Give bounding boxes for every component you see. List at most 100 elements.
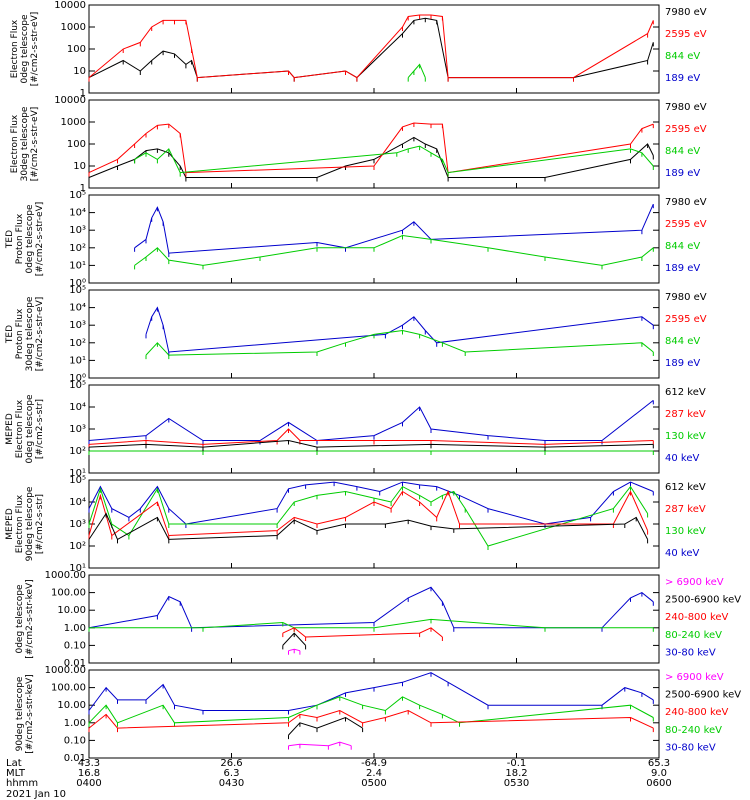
- y-tick-label: 10⁰: [69, 278, 86, 289]
- legend-entry: 130 keV: [665, 431, 706, 442]
- series-line-40-kev: [88, 481, 654, 525]
- y-tick-label: 1000.00: [45, 570, 86, 581]
- panel-frame: [88, 99, 660, 189]
- y-axis-label: [#/cm2-s-str-keV]: [25, 674, 35, 753]
- y-tick-label: 10000: [54, 0, 86, 11]
- y-axis-label: [#/cm2-s-str-eV]: [30, 107, 40, 182]
- y-axis-label: [#/cm2-s-str-keV]: [25, 579, 35, 658]
- series-line-80-240-kev: [89, 618, 654, 629]
- series-line-189-ev: [134, 203, 654, 254]
- y-tick-label: 1.00: [64, 623, 86, 634]
- y-tick-label: 10²: [69, 338, 86, 349]
- y-tick-label: 10³: [69, 424, 86, 435]
- y-tick-label: 0.01: [64, 753, 86, 764]
- panel-frame: [88, 669, 660, 759]
- y-axis-label: 30deg telescope: [25, 296, 35, 371]
- y-axis-label: TED: [5, 325, 15, 344]
- legend-entry: 189 eV: [665, 358, 700, 369]
- y-tick-label: 10⁰: [69, 373, 86, 384]
- legend-entry: 2595 eV: [665, 124, 707, 135]
- legend-entry: 844 eV: [665, 241, 700, 252]
- legend-entry: 130 keV: [665, 526, 706, 537]
- legend-entry: 612 keV: [665, 387, 706, 398]
- y-tick-label: 10: [73, 66, 86, 77]
- series-line--6900-kev: [288, 741, 352, 747]
- y-tick-label: 10.00: [57, 605, 86, 616]
- y-axis-label: [#/cm2-s-str-eV]: [35, 297, 45, 372]
- y-tick-label: 100.00: [51, 588, 86, 599]
- y-axis-label: Electron Flux: [15, 399, 25, 458]
- legend-entry: 7980 eV: [665, 102, 707, 113]
- y-tick-label: 10¹: [69, 563, 86, 574]
- y-tick-label: 100: [67, 44, 86, 55]
- x-tick-label-lat: -0.1: [507, 758, 527, 769]
- legend-entry: 7980 eV: [665, 292, 707, 303]
- panel-5: 10¹ 10² 10³ 10⁴ 10⁵ MEPED Electron Flux 0deg te…: [5, 380, 706, 479]
- x-tick-label-lat: -64.9: [361, 758, 387, 769]
- legend-entry: 189 eV: [665, 73, 700, 84]
- series-line-844-ev: [145, 329, 654, 356]
- y-tick-label: 100: [67, 139, 86, 150]
- y-axis-label: TED: [5, 230, 15, 249]
- legend-entry: 2500-6900 keV: [665, 595, 741, 606]
- panel-3: 10⁰ 10¹ 10² 10³ 10⁴ 10⁵ TED Proton Flux 0deg tel…: [5, 190, 707, 289]
- x-tick-label-mlt: 16.8: [78, 768, 100, 779]
- panel-7: 0.01 0.10 1.00 10.00 100.00 1000.00 0deg teles…: [15, 570, 741, 669]
- legend-entry: > 6900 keV: [665, 577, 724, 588]
- y-axis-label: 0deg telescope: [20, 14, 30, 84]
- y-tick-label: 10²: [69, 541, 86, 552]
- legend-entry: 2500-6900 keV: [665, 690, 741, 701]
- legend-entry: 287 keV: [665, 409, 706, 420]
- legend-entry: 80-240 keV: [665, 630, 722, 641]
- series-line-240-800-kev: [282, 627, 443, 638]
- y-axis-label: 0deg telescope: [25, 394, 35, 464]
- series-line-844-ev: [407, 63, 426, 78]
- series-line-844-ev: [134, 145, 654, 174]
- legend-entry: 2595 eV: [665, 219, 707, 230]
- x-row-label-lat: Lat: [6, 758, 22, 769]
- y-axis-label: Proton Flux: [15, 308, 25, 359]
- legend-entry: 287 keV: [665, 504, 706, 515]
- y-axis-label: 0deg telescope: [25, 204, 35, 274]
- legend-entry: 612 keV: [665, 482, 706, 493]
- y-tick-label: 1: [80, 88, 86, 99]
- y-tick-label: 100.00: [51, 683, 86, 694]
- y-tick-label: 10⁴: [69, 303, 86, 314]
- y-axis-label: 90deg telescope: [25, 486, 35, 561]
- x-tick-label-mlt: 6.3: [224, 768, 240, 779]
- y-tick-label: 10³: [69, 225, 86, 236]
- series-line-7980-ev: [88, 136, 654, 178]
- panel-4: 10⁰ 10¹ 10² 10³ 10⁴ 10⁵ TED Proton Flux 30deg te…: [5, 285, 707, 384]
- x-tick-label-hhmm: 0530: [504, 778, 529, 789]
- series-line-7980-ev: [88, 17, 654, 79]
- y-tick-label: 10: [73, 161, 86, 172]
- x-tick-label-mlt: 2.4: [366, 768, 382, 779]
- series-line-612-kev: [88, 512, 649, 541]
- y-axis-label: MEPED: [5, 508, 15, 540]
- x-tick-label-hhmm: 0500: [361, 778, 386, 789]
- legend-entry: 240-800 keV: [665, 707, 729, 718]
- panel-frame: [88, 384, 660, 474]
- y-axis-label: [#/cm2-s-str]: [35, 494, 45, 554]
- y-tick-label: 1000: [61, 117, 86, 128]
- y-axis-label: MEPED: [5, 413, 15, 445]
- y-axis-label: Electron Flux: [10, 19, 20, 78]
- legend-entry: 2595 eV: [665, 29, 707, 40]
- legend-entry: 2595 eV: [665, 314, 707, 325]
- x-date-label: 2021 Jan 10: [6, 789, 66, 800]
- y-axis-label: 30deg telescope: [20, 106, 30, 181]
- x-tick-label-lat: 26.6: [220, 758, 242, 769]
- legend-entry: 80-240 keV: [665, 725, 722, 736]
- x-tick-label-hhmm: 0430: [219, 778, 244, 789]
- x-row-label-mlt: MLT: [6, 768, 26, 779]
- panel-6: 10¹ 10² 10³ 10⁴ 10⁵ MEPED Electron Flux 90deg t…: [5, 475, 706, 574]
- y-tick-label: 10¹: [69, 468, 86, 479]
- legend-entry: 844 eV: [665, 336, 700, 347]
- x-tick-label-hhmm: 0400: [76, 778, 101, 789]
- y-tick-label: 10⁴: [69, 208, 86, 219]
- legend-entry: 7980 eV: [665, 197, 707, 208]
- y-tick-label: 0.10: [64, 640, 86, 651]
- x-tick-label-mlt: 18.2: [505, 768, 527, 779]
